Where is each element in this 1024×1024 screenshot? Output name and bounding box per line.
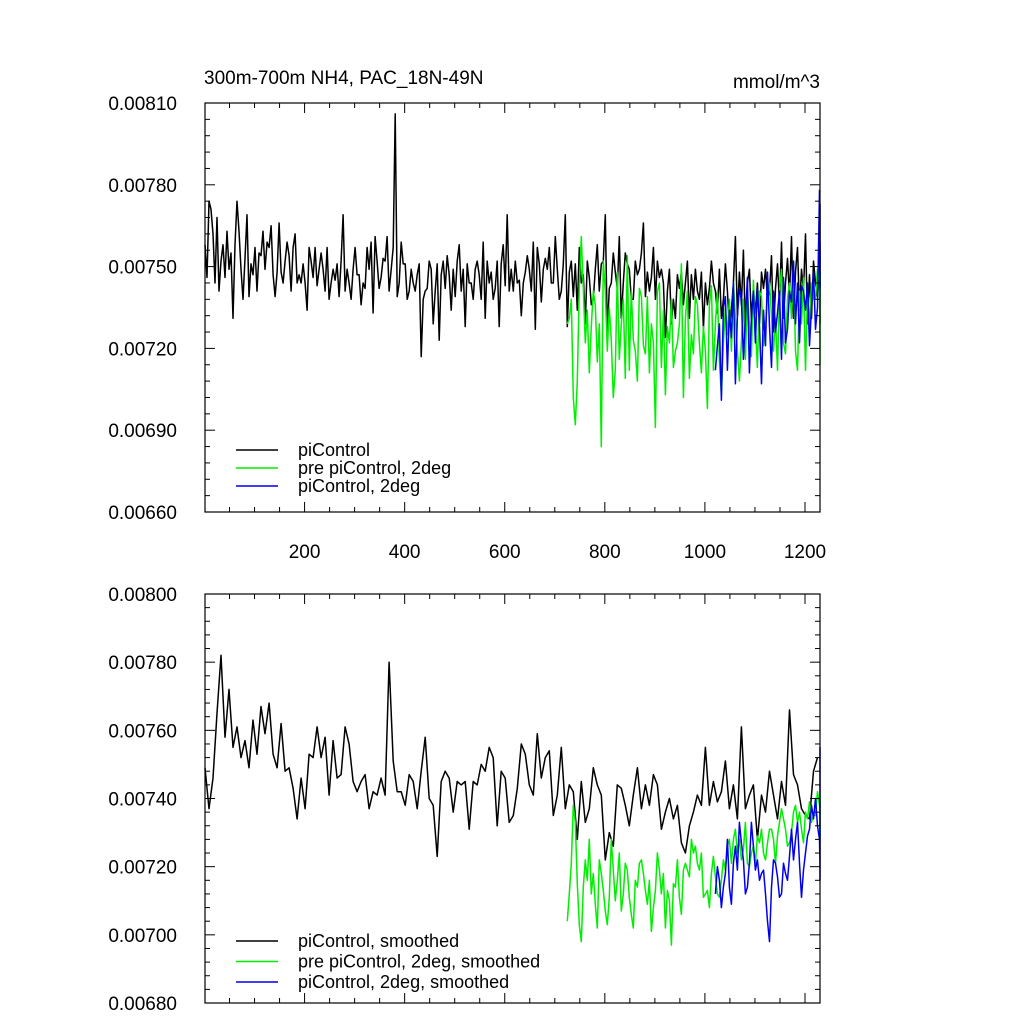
legend-label-1: pre piControl, 2deg (298, 458, 451, 478)
x-tick-label: 200 (289, 542, 321, 563)
x-tick-label: 1200 (784, 542, 826, 563)
y-tick-label: 0.00660 (108, 503, 177, 524)
plot-frame (204, 102, 821, 513)
legend-label-2: piControl, 2deg (298, 476, 420, 496)
series-line-1 (566, 790, 821, 946)
legend-label-0: piControl, smoothed (298, 931, 459, 951)
x-tick-label: 600 (489, 542, 521, 563)
y-tick-label: 0.00780 (108, 653, 177, 674)
y-tick-label: 0.00680 (108, 994, 177, 1015)
legend-label-1: pre piControl, 2deg, smoothed (298, 952, 540, 972)
series-line-2 (714, 189, 821, 401)
bottom-series-group (204, 654, 821, 946)
bottom-axes: 0.00680 0.00700 0.00720 0.00740 0.00760 0.007… (108, 585, 821, 1015)
bottom-panel: 0.00680 0.00700 0.00720 0.00740 0.00760 0.007… (108, 585, 821, 1015)
y-tick-label: 0.00760 (108, 721, 177, 742)
legend-label-2: piControl, 2deg, smoothed (298, 972, 509, 992)
y-tick-label: 0.00800 (108, 585, 177, 606)
series-line-2 (714, 746, 821, 943)
y-tick-label: 0.00720 (108, 339, 177, 360)
legend-label-0: piControl (298, 440, 370, 460)
y-tick-label: 0.00810 (108, 94, 177, 115)
y-tick-label: 0.00750 (108, 258, 177, 279)
series-line-0 (204, 654, 819, 861)
y-tick-label: 0.00740 (108, 790, 177, 811)
top-axes: 0.00660 0.00690 0.00720 0.00750 0.00780 0.008… (108, 94, 826, 563)
x-tick-label: 1000 (684, 542, 726, 563)
x-tick-label: 400 (389, 542, 421, 563)
y-tick-label: 0.00720 (108, 858, 177, 879)
chart-title: 300m-700m NH4, PAC_18N-49N (204, 68, 484, 89)
units-label: mmol/m^3 (733, 72, 820, 93)
y-tick-label: 0.00690 (108, 421, 177, 442)
x-tick-label: 800 (589, 542, 621, 563)
top-panel: 300m-700m NH4, PAC_18N-49N mmol/m^3 0.00… (108, 68, 826, 563)
top-series-group (204, 113, 821, 448)
y-tick-label: 0.00780 (108, 176, 177, 197)
y-tick-label: 0.00700 (108, 926, 177, 947)
